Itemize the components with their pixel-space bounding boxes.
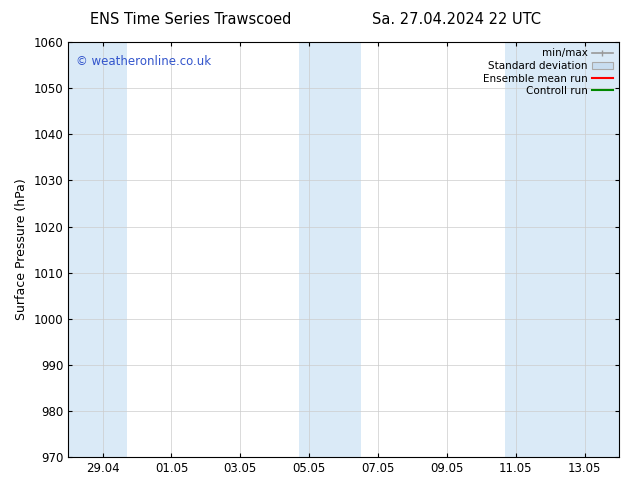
Bar xyxy=(505,42,619,457)
Bar xyxy=(299,42,361,457)
Bar xyxy=(68,42,127,457)
Y-axis label: Surface Pressure (hPa): Surface Pressure (hPa) xyxy=(15,179,28,320)
Text: © weatheronline.co.uk: © weatheronline.co.uk xyxy=(77,54,212,68)
Legend: min/max, Standard deviation, Ensemble mean run, Controll run: min/max, Standard deviation, Ensemble me… xyxy=(480,45,616,99)
Text: Sa. 27.04.2024 22 UTC: Sa. 27.04.2024 22 UTC xyxy=(372,12,541,27)
Text: ENS Time Series Trawscoed: ENS Time Series Trawscoed xyxy=(89,12,291,27)
